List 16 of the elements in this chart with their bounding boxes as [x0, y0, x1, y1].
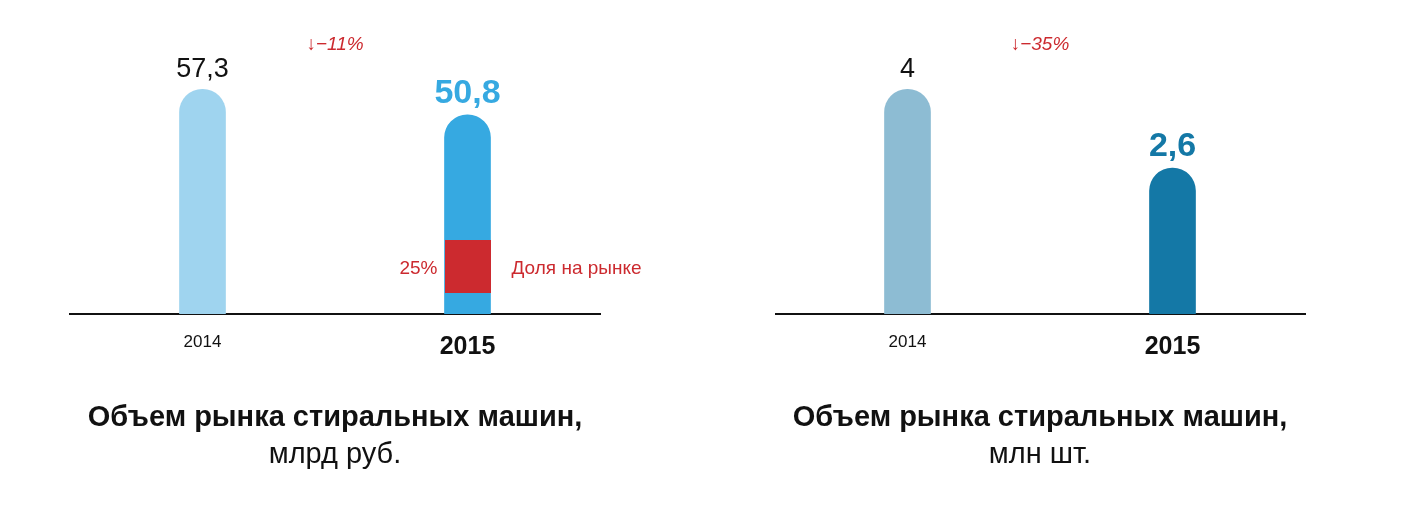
data-label: 57,3 [176, 53, 229, 84]
data-label: 4 [899, 53, 916, 84]
text: млн шт. [987, 437, 1093, 470]
data-label: 50,8 [434, 71, 501, 110]
annotation: 25% [399, 256, 438, 278]
x-tick-label: 2014 [888, 331, 927, 351]
text: ↓−35% [1010, 33, 1070, 54]
x-tick-label: 2015 [439, 330, 496, 359]
text: ↓−11% [306, 33, 364, 54]
annotation: Доля на рынке [511, 256, 642, 278]
x-tick-label: 2015 [1144, 330, 1201, 359]
text: млрд руб. [267, 437, 403, 470]
x-tick-label: 2014 [183, 331, 222, 351]
data-label: 2,6 [1148, 125, 1197, 164]
text: Объем рынка стиральных машин, [791, 400, 1289, 433]
text: Объем рынка стиральных машин, [86, 400, 584, 433]
